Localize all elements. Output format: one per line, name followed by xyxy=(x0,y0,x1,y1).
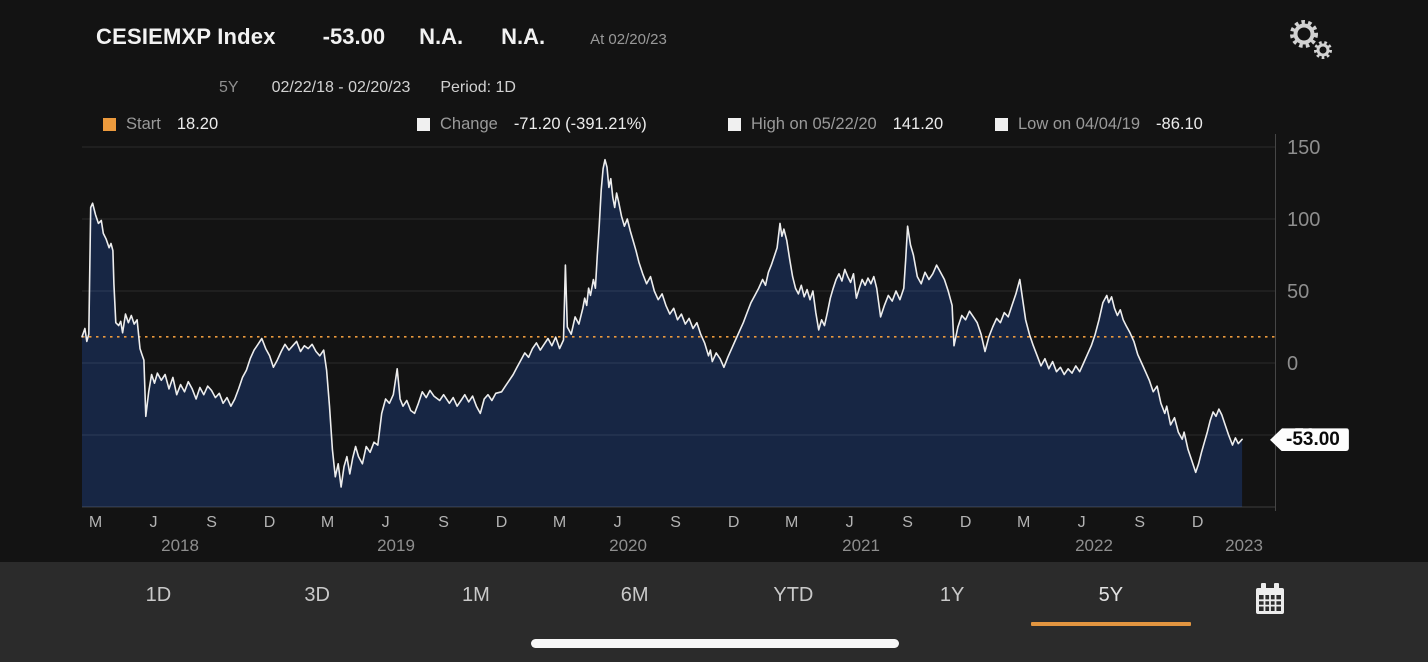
ticker-name: CESIEMXP Index xyxy=(96,24,276,49)
svg-text:J: J xyxy=(1078,514,1086,531)
calendar-button[interactable] xyxy=(1190,562,1349,662)
header: CESIEMXP Index -53.00 N.A. N.A. At 02/20… xyxy=(96,24,667,50)
legend-value: 141.20 xyxy=(892,114,944,133)
svg-text:M: M xyxy=(553,514,566,531)
svg-text:150: 150 xyxy=(1287,137,1320,159)
svg-text:J: J xyxy=(846,514,854,531)
legend-label: Change xyxy=(440,114,498,133)
svg-text:M: M xyxy=(321,514,334,531)
last-price-tag: -53.00 xyxy=(1270,428,1349,452)
range-button-1m[interactable]: 1M xyxy=(461,584,490,606)
chart-range-summary: 5Y 02/22/18 - 02/20/23 Period: 1D xyxy=(219,79,516,97)
calendar-icon xyxy=(1255,583,1284,614)
legend-high: High on 05/22/20 141.20 xyxy=(728,114,943,134)
svg-text:D: D xyxy=(728,514,740,531)
legend-label: High on 05/22/20 xyxy=(751,114,877,133)
svg-text:D: D xyxy=(960,514,972,531)
legend-value: 18.20 xyxy=(176,114,219,133)
low-swatch xyxy=(995,117,1008,131)
range-button-5y[interactable]: 5Y xyxy=(1030,562,1191,662)
legend-value: -71.20 (-391.21%) xyxy=(513,114,647,133)
svg-text:S: S xyxy=(902,514,913,531)
as-of-date: At 02/20/23 xyxy=(590,31,667,48)
period-label[interactable]: Period: 1D xyxy=(440,79,516,96)
svg-text:M: M xyxy=(1017,514,1030,531)
svg-text:D: D xyxy=(264,514,276,531)
svg-text:J: J xyxy=(150,514,158,531)
legend-change: Change -71.20 (-391.21%) xyxy=(417,114,647,134)
selected-range-underline xyxy=(1030,622,1191,626)
svg-text:2018: 2018 xyxy=(161,536,199,555)
svg-text:S: S xyxy=(670,514,681,531)
high-swatch xyxy=(728,117,741,131)
svg-text:2019: 2019 xyxy=(377,536,415,555)
svg-text:50: 50 xyxy=(1287,281,1309,303)
svg-text:2021: 2021 xyxy=(842,536,880,555)
svg-text:0: 0 xyxy=(1287,353,1298,375)
svg-text:100: 100 xyxy=(1287,209,1320,231)
range-button-3d[interactable]: 3D xyxy=(304,584,330,606)
svg-text:S: S xyxy=(1134,514,1145,531)
svg-text:2020: 2020 xyxy=(609,536,647,555)
range-button-1y[interactable]: 1Y xyxy=(939,584,965,606)
legend-start: Start 18.20 xyxy=(103,114,218,134)
home-indicator[interactable] xyxy=(531,639,899,648)
start-swatch xyxy=(103,117,116,131)
range-label: 5Y xyxy=(219,79,239,96)
svg-text:D: D xyxy=(496,514,508,531)
date-range: 02/22/18 - 02/20/23 xyxy=(271,79,411,96)
range-button-6m[interactable]: 6M xyxy=(620,584,649,606)
svg-text:2022: 2022 xyxy=(1075,536,1113,555)
svg-text:J: J xyxy=(382,514,390,531)
svg-text:2023: 2023 xyxy=(1225,536,1263,555)
svg-text:J: J xyxy=(614,514,622,531)
svg-text:M: M xyxy=(785,514,798,531)
ask-value: N.A. xyxy=(501,24,546,49)
legend-label: Start xyxy=(126,114,161,133)
settings-gears-icon[interactable] xyxy=(1282,14,1340,64)
legend-value: -86.10 xyxy=(1156,114,1203,133)
change-swatch xyxy=(417,117,430,131)
svg-text:M: M xyxy=(89,514,102,531)
last-price: -53.00 xyxy=(322,24,386,49)
svg-text:S: S xyxy=(438,514,449,531)
legend-label: Low on 04/04/19 xyxy=(1018,114,1141,133)
legend-low: Low on 04/04/19 -86.10 xyxy=(995,114,1203,134)
svg-text:S: S xyxy=(206,514,217,531)
range-button-1d[interactable]: 1D xyxy=(145,584,172,606)
svg-text:D: D xyxy=(1192,514,1204,531)
range-button-ytd[interactable]: YTD xyxy=(773,584,814,606)
bid-value: N.A. xyxy=(419,24,464,49)
